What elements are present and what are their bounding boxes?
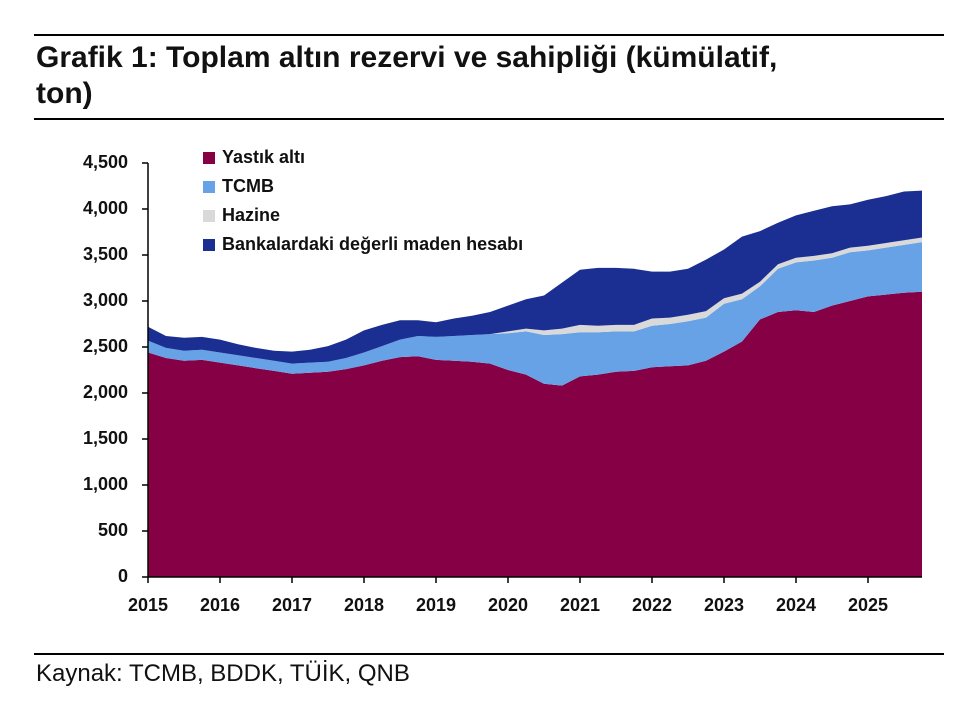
y-tick-label: 1,500 <box>83 428 128 448</box>
x-tick-label: 2015 <box>128 595 168 615</box>
x-tick-label: 2022 <box>632 595 672 615</box>
y-tick-label: 4,500 <box>83 152 128 172</box>
x-tick-label: 2020 <box>488 595 528 615</box>
source-note: Kaynak: TCMB, BDDK, TÜİK, QNB <box>36 660 410 687</box>
area <box>148 291 922 577</box>
x-tick-label: 2016 <box>200 595 240 615</box>
y-tick-label: 4,000 <box>83 198 128 218</box>
chart-title: Grafik 1: Toplam altın rezervi ve sahipl… <box>36 41 778 110</box>
y-tick-label: 3,000 <box>83 290 128 310</box>
y-tick-label: 500 <box>98 520 128 540</box>
legend-label: Bankalardaki değerli maden hesabı <box>222 234 523 254</box>
x-tick-label: 2025 <box>848 595 888 615</box>
chart: 0 500 1,000 1,500 2,000 2,500 3,000 3,500 4,000 4… <box>83 147 922 615</box>
x-tick-label: 2024 <box>776 595 816 615</box>
legend-label: Hazine <box>222 205 280 225</box>
x-tick-label: 2018 <box>344 595 384 615</box>
legend-label: TCMB <box>222 176 274 196</box>
x-tick-label: 2017 <box>272 595 312 615</box>
top-rule <box>34 34 944 36</box>
title-rule <box>34 118 944 120</box>
area <box>148 242 922 386</box>
y-tick-label: 2,000 <box>83 382 128 402</box>
source-rule <box>34 653 944 655</box>
legend-swatch <box>203 210 215 222</box>
y-tick-label: 0 <box>118 566 128 586</box>
y-tick-label: 3,500 <box>83 244 128 264</box>
area <box>148 190 922 364</box>
x-tick-label: 2019 <box>416 595 456 615</box>
legend-swatch <box>203 152 215 164</box>
y-tick-label: 2,500 <box>83 336 128 356</box>
y-tick-label: 1,000 <box>83 474 128 494</box>
legend-swatch <box>203 239 215 251</box>
x-tick-label: 2021 <box>560 595 600 615</box>
x-tick-label: 2023 <box>704 595 744 615</box>
area <box>148 237 922 364</box>
legend-swatch <box>203 181 215 193</box>
legend-label: Yastık altı <box>222 147 305 167</box>
